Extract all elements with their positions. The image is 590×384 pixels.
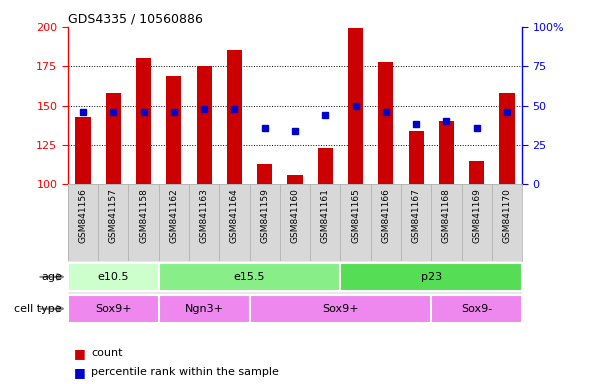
Text: GSM841159: GSM841159 — [260, 188, 269, 243]
Bar — [159, 295, 250, 323]
Text: GSM841158: GSM841158 — [139, 188, 148, 243]
Text: GSM841170: GSM841170 — [503, 188, 512, 243]
Bar — [469, 161, 484, 184]
Text: GDS4335 / 10560886: GDS4335 / 10560886 — [68, 13, 203, 26]
Text: GSM841169: GSM841169 — [472, 188, 481, 243]
Bar — [136, 58, 151, 184]
Bar — [348, 28, 363, 184]
Bar — [159, 263, 340, 291]
Text: GSM841161: GSM841161 — [321, 188, 330, 243]
Text: GSM841156: GSM841156 — [78, 188, 87, 243]
Text: Sox9+: Sox9+ — [322, 304, 359, 314]
Bar — [317, 148, 333, 184]
Text: ■: ■ — [74, 366, 86, 379]
Text: Ngn3+: Ngn3+ — [185, 304, 224, 314]
Text: GSM841164: GSM841164 — [230, 188, 239, 243]
Text: p23: p23 — [421, 272, 442, 282]
Text: cell type: cell type — [14, 304, 62, 314]
Bar — [106, 93, 121, 184]
Bar — [76, 117, 91, 184]
Bar — [431, 295, 522, 323]
Bar — [68, 295, 159, 323]
Bar — [257, 164, 272, 184]
Text: percentile rank within the sample: percentile rank within the sample — [91, 367, 279, 377]
Text: GSM841163: GSM841163 — [199, 188, 209, 243]
Text: Sox9+: Sox9+ — [95, 304, 132, 314]
Text: GSM841168: GSM841168 — [442, 188, 451, 243]
Bar — [408, 131, 424, 184]
Text: age: age — [41, 272, 62, 282]
Text: count: count — [91, 348, 123, 358]
Bar — [227, 50, 242, 184]
Bar — [196, 66, 212, 184]
Text: GSM841166: GSM841166 — [381, 188, 391, 243]
Text: e10.5: e10.5 — [97, 272, 129, 282]
Bar — [378, 61, 394, 184]
Text: GSM841162: GSM841162 — [169, 188, 178, 243]
Text: Sox9-: Sox9- — [461, 304, 492, 314]
Text: GSM841157: GSM841157 — [109, 188, 118, 243]
Text: GSM841160: GSM841160 — [290, 188, 300, 243]
Text: ■: ■ — [74, 347, 86, 360]
Text: e15.5: e15.5 — [234, 272, 266, 282]
Bar — [499, 93, 514, 184]
Bar — [166, 76, 182, 184]
Bar — [287, 175, 303, 184]
Bar — [68, 263, 159, 291]
Bar — [439, 121, 454, 184]
Text: GSM841167: GSM841167 — [412, 188, 421, 243]
Text: GSM841165: GSM841165 — [351, 188, 360, 243]
Bar — [340, 263, 522, 291]
Bar — [250, 295, 431, 323]
